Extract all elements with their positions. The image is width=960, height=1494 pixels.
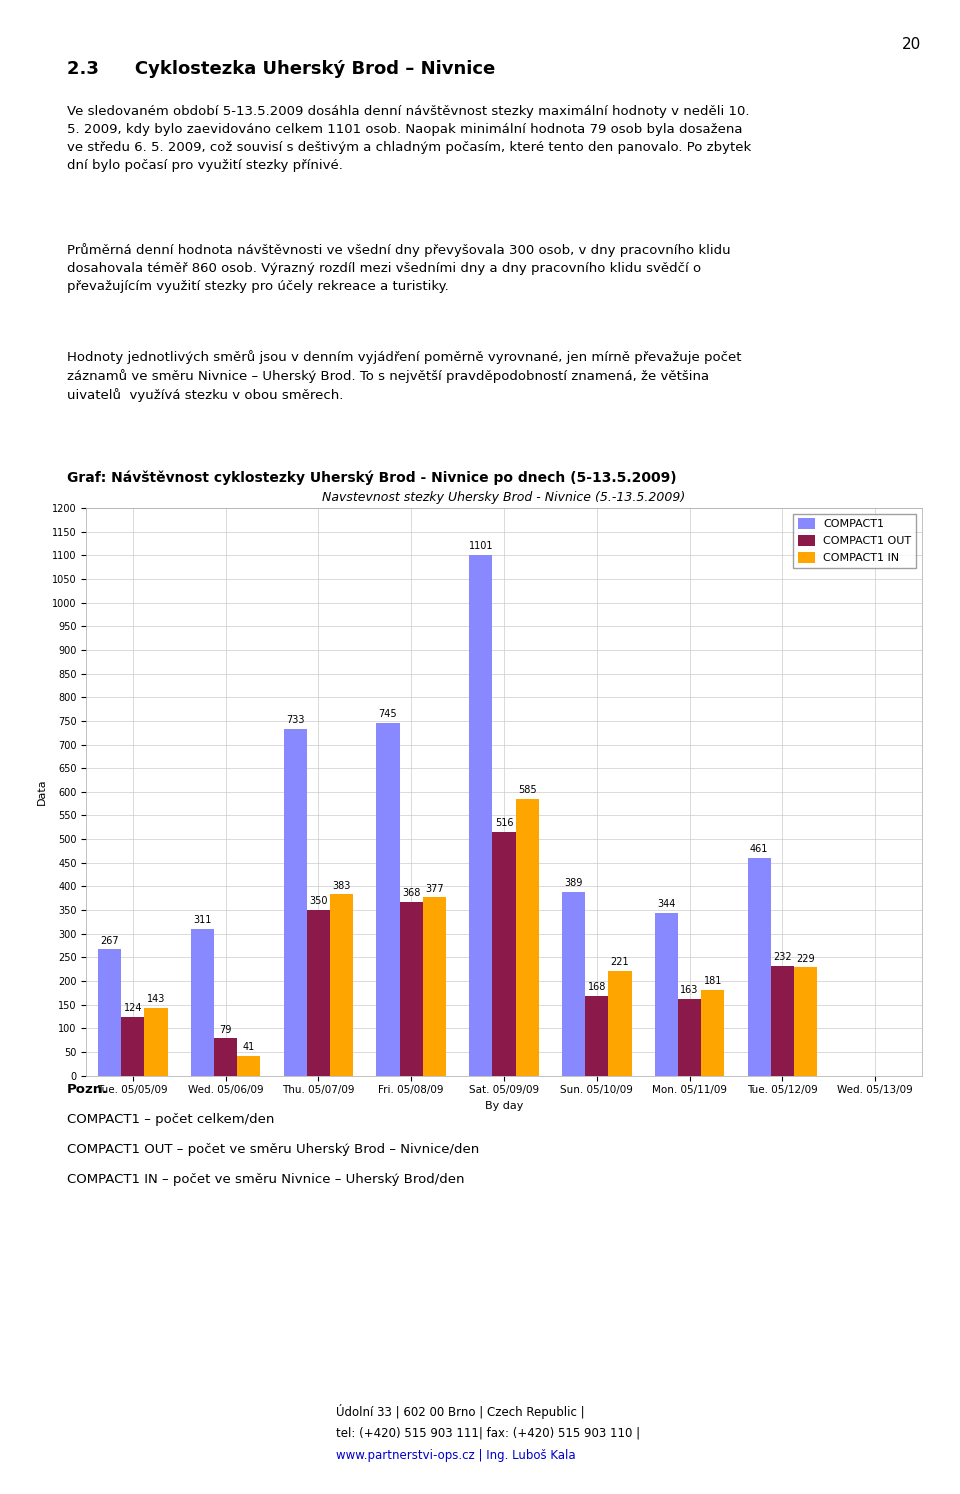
Text: 368: 368 xyxy=(402,887,420,898)
Text: 377: 377 xyxy=(425,883,444,893)
Bar xyxy=(609,971,632,1076)
Text: 461: 461 xyxy=(750,844,768,853)
Bar xyxy=(492,832,516,1076)
Text: Průměrná denní hodnota návštěvnosti ve všední dny převyšovala 300 osob, v dny pr: Průměrná denní hodnota návštěvnosti ve v… xyxy=(67,244,731,293)
Text: 41: 41 xyxy=(243,1043,255,1052)
Bar xyxy=(144,1008,168,1076)
Text: www.partnerstvi-ops.cz | Ing. Luboš Kala: www.partnerstvi-ops.cz | Ing. Luboš Kala xyxy=(336,1449,576,1463)
Text: COMPACT1 IN – počet ve směru Nivnice – Uherský Brod/den: COMPACT1 IN – počet ve směru Nivnice – U… xyxy=(67,1173,465,1186)
Text: 2.3  Cyklostezka Uherský Brod – Nivnice: 2.3 Cyklostezka Uherský Brod – Nivnice xyxy=(67,60,495,78)
Bar xyxy=(562,892,586,1076)
Bar xyxy=(794,967,817,1076)
Text: 389: 389 xyxy=(564,878,583,887)
Text: Údolní 33 | 602 00 Brno | Czech Republic |: Údolní 33 | 602 00 Brno | Czech Republic… xyxy=(336,1404,585,1419)
Legend: COMPACT1, COMPACT1 OUT, COMPACT1 IN: COMPACT1, COMPACT1 OUT, COMPACT1 IN xyxy=(794,514,916,568)
Text: 181: 181 xyxy=(704,976,722,986)
Bar xyxy=(586,996,609,1076)
Bar xyxy=(701,991,725,1076)
Bar xyxy=(121,1017,144,1076)
Text: 20: 20 xyxy=(902,37,922,52)
Text: 344: 344 xyxy=(658,899,676,910)
Bar xyxy=(655,913,678,1076)
Bar xyxy=(98,949,121,1076)
Text: Ve sledovaném období 5-13.5.2009 dosáhla denní návštěvnost stezky maximální hodn: Ve sledovaném období 5-13.5.2009 dosáhla… xyxy=(67,105,752,172)
Text: 229: 229 xyxy=(796,953,815,964)
Text: 1101: 1101 xyxy=(468,541,493,551)
Text: 350: 350 xyxy=(309,896,327,907)
Text: 79: 79 xyxy=(220,1025,231,1034)
Text: 221: 221 xyxy=(611,958,630,967)
Text: Hodnoty jednotlivých směrů jsou v denním vyjádření poměrně vyrovnané, jen mírně : Hodnoty jednotlivých směrů jsou v denním… xyxy=(67,350,742,402)
Text: 311: 311 xyxy=(193,914,211,925)
Title: Navstevnost stezky Uhersky Brod - Nivnice (5.-13.5.2009): Navstevnost stezky Uhersky Brod - Nivnic… xyxy=(323,492,685,503)
Text: tel: (+420) 515 903 111| fax: (+420) 515 903 110 |: tel: (+420) 515 903 111| fax: (+420) 515… xyxy=(336,1427,640,1440)
Bar xyxy=(399,901,422,1076)
X-axis label: By day: By day xyxy=(485,1101,523,1112)
Bar xyxy=(376,723,399,1076)
Bar xyxy=(283,729,307,1076)
Bar xyxy=(771,967,794,1076)
Bar xyxy=(469,554,492,1076)
Text: Graf: Návštěvnost cyklostezky Uherský Brod - Nivnice po dnech (5-13.5.2009): Graf: Návštěvnost cyklostezky Uherský Br… xyxy=(67,471,677,486)
Text: 733: 733 xyxy=(286,716,304,725)
Text: 585: 585 xyxy=(517,786,537,795)
Bar xyxy=(237,1056,260,1076)
Bar xyxy=(748,858,771,1076)
Text: COMPACT1 OUT – počet ve směru Uherský Brod – Nivnice/den: COMPACT1 OUT – počet ve směru Uherský Br… xyxy=(67,1143,479,1156)
Text: 267: 267 xyxy=(100,935,119,946)
Bar xyxy=(307,910,330,1076)
Text: 383: 383 xyxy=(332,880,350,890)
Bar xyxy=(516,799,539,1076)
Text: Pozn.: Pozn. xyxy=(67,1083,108,1097)
Text: 124: 124 xyxy=(124,1004,142,1013)
Text: 516: 516 xyxy=(494,817,514,828)
Bar xyxy=(330,895,353,1076)
Text: 745: 745 xyxy=(378,710,397,720)
Bar xyxy=(422,898,446,1076)
Text: 163: 163 xyxy=(681,985,699,995)
Text: 143: 143 xyxy=(147,994,165,1004)
Text: 232: 232 xyxy=(773,952,792,962)
Text: COMPACT1 – počet celkem/den: COMPACT1 – počet celkem/den xyxy=(67,1113,275,1126)
Text: 168: 168 xyxy=(588,983,606,992)
Bar xyxy=(214,1038,237,1076)
Y-axis label: Data: Data xyxy=(36,778,46,805)
Bar xyxy=(191,929,214,1076)
Bar xyxy=(678,998,701,1076)
